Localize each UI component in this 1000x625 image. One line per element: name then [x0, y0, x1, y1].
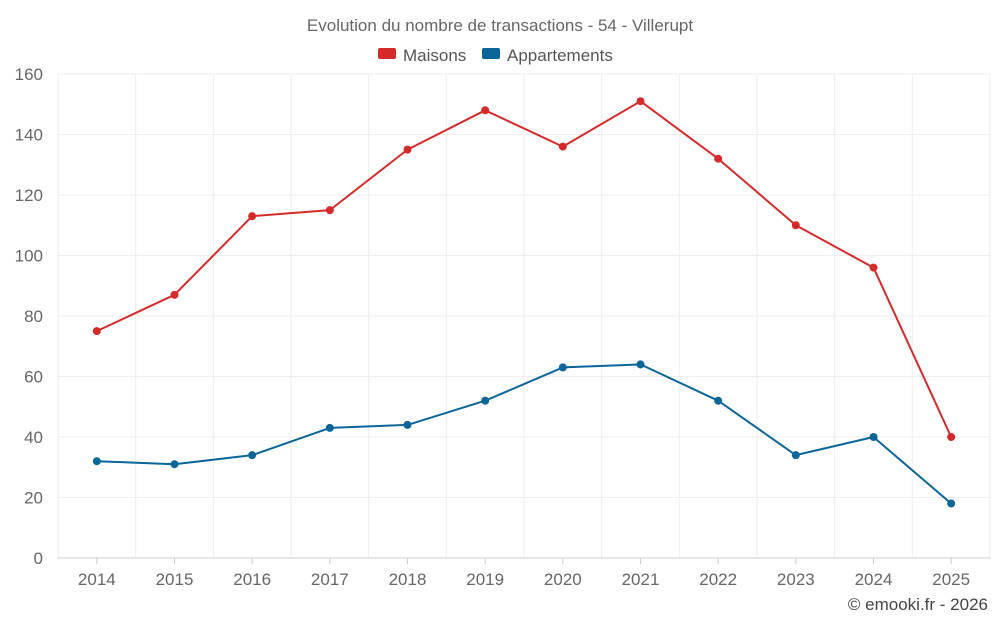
y-tick-label: 160 [15, 65, 43, 84]
legend-item-maisons[interactable]: Maisons [378, 46, 466, 65]
x-tick-label: 2024 [855, 570, 893, 589]
data-point-maisons[interactable]: Maisons 2022: 132 [714, 154, 723, 163]
x-tick-label: 2021 [622, 570, 660, 589]
chart-title: Evolution du nombre de transactions - 54… [307, 16, 693, 35]
x-tick-label: 2014 [78, 570, 116, 589]
x-tick-label: 2015 [156, 570, 194, 589]
data-point-appartements[interactable]: Appartements 2024: 40 [869, 433, 878, 441]
legend-item-appartements[interactable]: Appartements [482, 46, 613, 65]
data-point-appartements[interactable]: Appartements 2017: 43 [325, 423, 334, 432]
y-tick-label: 140 [15, 126, 43, 145]
legend-swatch-appartements [482, 48, 500, 59]
data-point-appartements[interactable]: Appartements 2018: 44 [403, 420, 412, 429]
x-tick-label: 2023 [777, 570, 815, 589]
data-point-maisons[interactable]: Maisons 2016: 113 [248, 212, 257, 221]
series-line-maisons [96, 100, 953, 438]
data-point-maisons[interactable]: Maisons 2017: 115 [325, 206, 334, 215]
series-layer: Maisons 2014: 75 Maisons 2015: 87 Maisons … [92, 97, 956, 508]
data-point-maisons[interactable]: Maisons 2024: 96 [869, 263, 878, 272]
y-tick-label: 20 [24, 489, 43, 508]
x-tick-label: 2018 [389, 570, 427, 589]
data-point-maisons[interactable]: Maisons 2019: 148 [481, 106, 490, 115]
y-tick-label: 100 [15, 247, 43, 266]
axis-layer: 0 20 40 60 80 100 120 140 160 2014 2015 2016 2017 201… [15, 65, 990, 589]
data-point-maisons[interactable]: Maisons 2020: 136 [558, 142, 567, 151]
x-tick-label: 2025 [932, 570, 970, 589]
y-tick-label: 40 [24, 428, 43, 447]
x-tick-label: 2016 [233, 570, 271, 589]
data-point-appartements[interactable]: Appartements 2019: 52 [481, 396, 490, 405]
data-point-appartements[interactable]: Appartements 2014: 32 [92, 457, 101, 466]
data-point-appartements[interactable]: Appartements 2022: 52 [714, 396, 723, 405]
y-tick-label: 80 [24, 307, 43, 326]
data-point-appartements[interactable]: Appartements 2020: 63 [558, 363, 567, 372]
data-point-maisons[interactable]: Maisons 2015: 87 [170, 290, 179, 299]
data-point-maisons[interactable]: Maisons 2025: 40 [947, 433, 956, 441]
data-point-appartements[interactable]: Appartements 2023: 34 [791, 451, 800, 460]
credit-text: © emooki.fr - 2026 [848, 595, 988, 614]
x-tick-label: 2017 [311, 570, 349, 589]
y-tick-label: 0 [34, 549, 43, 568]
data-point-maisons[interactable]: Maisons 2023: 110 [791, 221, 800, 230]
data-point-appartements[interactable]: Appartements 2025: 18 [947, 499, 956, 508]
x-tick-label: 2019 [466, 570, 504, 589]
legend-label-maisons: Maisons [403, 46, 466, 65]
series-line-appartements [96, 363, 952, 505]
data-point-maisons[interactable]: Maisons 2014: 75 [92, 327, 101, 336]
x-tick-label: 2020 [544, 570, 582, 589]
y-tick-label: 120 [15, 186, 43, 205]
data-point-appartements[interactable]: Appartements 2021: 64 [636, 360, 645, 369]
data-point-maisons[interactable]: Maisons 2018: 135 [403, 145, 412, 154]
legend: Maisons Appartements [378, 46, 613, 65]
data-point-appartements[interactable]: Appartements 2016: 34 [248, 451, 257, 460]
data-point-maisons[interactable]: Maisons 2021: 151 [636, 97, 645, 106]
grid-layer [57, 73, 991, 558]
y-tick-label: 60 [24, 368, 43, 387]
data-point-appartements[interactable]: Appartements 2015: 31 [170, 460, 179, 469]
x-tick-label: 2022 [699, 570, 737, 589]
legend-swatch-maisons [378, 48, 396, 59]
legend-label-appartements: Appartements [507, 46, 613, 65]
